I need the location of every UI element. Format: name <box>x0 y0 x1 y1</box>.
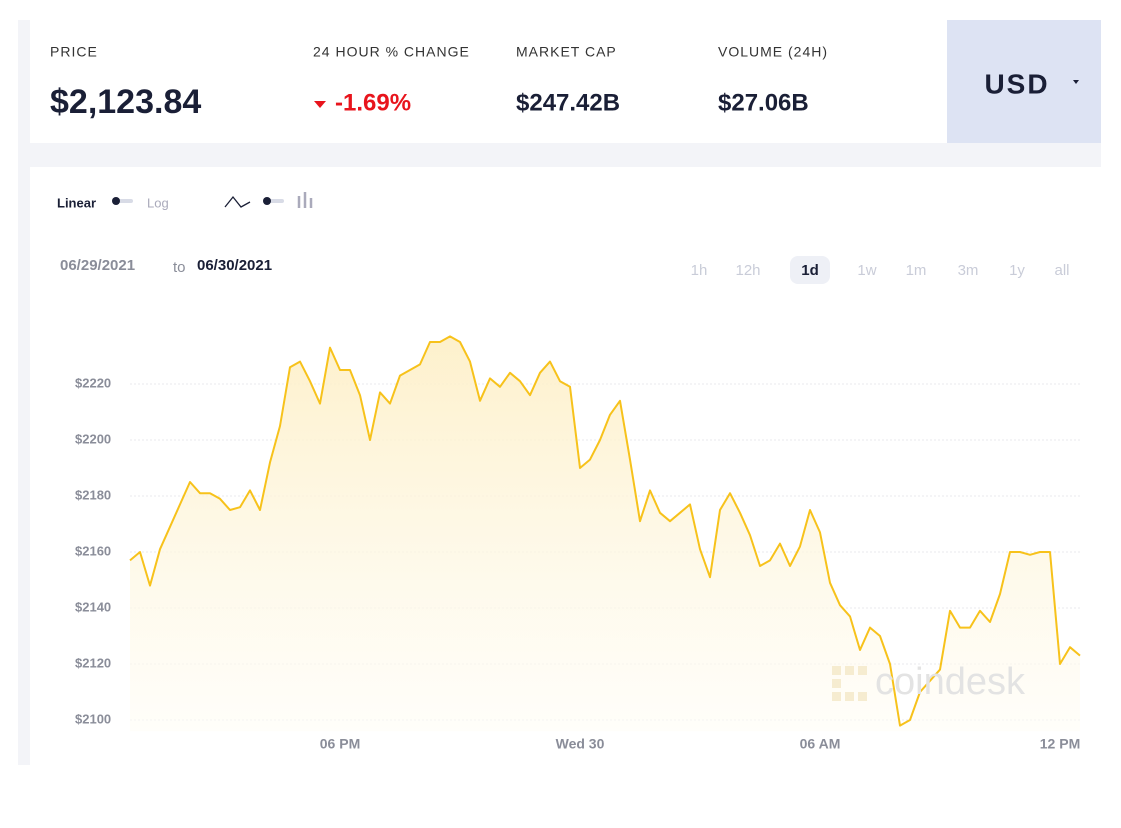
stat-value: -1.69% <box>335 89 411 116</box>
y-tick-label: $2220 <box>75 375 111 390</box>
y-tick-label: $2200 <box>75 431 111 446</box>
toggle-knob[interactable] <box>112 197 120 205</box>
change-arrow <box>314 101 326 108</box>
range-button[interactable]: 1h <box>691 262 708 279</box>
range-active-bg <box>790 256 830 284</box>
watermark: coindesk <box>875 661 1026 703</box>
stat-label: 24 HOUR % CHANGE <box>313 44 470 60</box>
range-button[interactable]: 1d <box>801 262 819 279</box>
x-tick-label: 06 AM <box>800 736 841 752</box>
watermark-logo <box>832 666 867 701</box>
line-icon[interactable] <box>224 195 251 208</box>
date-from[interactable]: 06/29/2021 <box>60 257 135 274</box>
range-button[interactable]: 1w <box>857 262 876 279</box>
y-tick-label: $2180 <box>75 487 111 502</box>
range-button[interactable]: 1y <box>1009 262 1025 279</box>
stat-label: PRICE <box>50 44 98 60</box>
stat-label: MARKET CAP <box>516 44 617 60</box>
x-tick-label: 06 PM <box>320 736 360 752</box>
currency-label[interactable]: USD <box>984 68 1049 99</box>
price-line <box>129 335 1081 727</box>
date-joiner: to <box>173 259 186 276</box>
date-to[interactable]: 06/30/2021 <box>197 257 272 274</box>
range-button[interactable]: 1m <box>906 262 927 279</box>
range-button[interactable]: 12h <box>735 262 760 279</box>
y-tick-label: $2100 <box>75 711 111 726</box>
scale-option[interactable]: Linear <box>57 195 96 210</box>
y-tick-label: $2140 <box>75 599 111 614</box>
stats-card <box>30 20 947 143</box>
price-area <box>130 336 1080 732</box>
range-button[interactable]: all <box>1054 262 1069 279</box>
range-button[interactable]: 3m <box>958 262 979 279</box>
price-value: $2,123.84 <box>50 83 201 121</box>
x-tick-label: Wed 30 <box>556 736 605 752</box>
scale-option[interactable]: Log <box>147 195 169 210</box>
y-tick-label: $2160 <box>75 543 111 558</box>
toggle-knob[interactable] <box>263 197 271 205</box>
y-tick-label: $2120 <box>75 655 111 670</box>
x-tick-label: 12 PM <box>1040 736 1080 752</box>
stat-value: $27.06B <box>718 89 809 116</box>
candle-icon[interactable] <box>297 192 313 208</box>
stat-value: $247.42B <box>516 89 620 116</box>
stat-label: VOLUME (24H) <box>718 44 828 60</box>
dropdown-caret <box>1073 80 1079 84</box>
